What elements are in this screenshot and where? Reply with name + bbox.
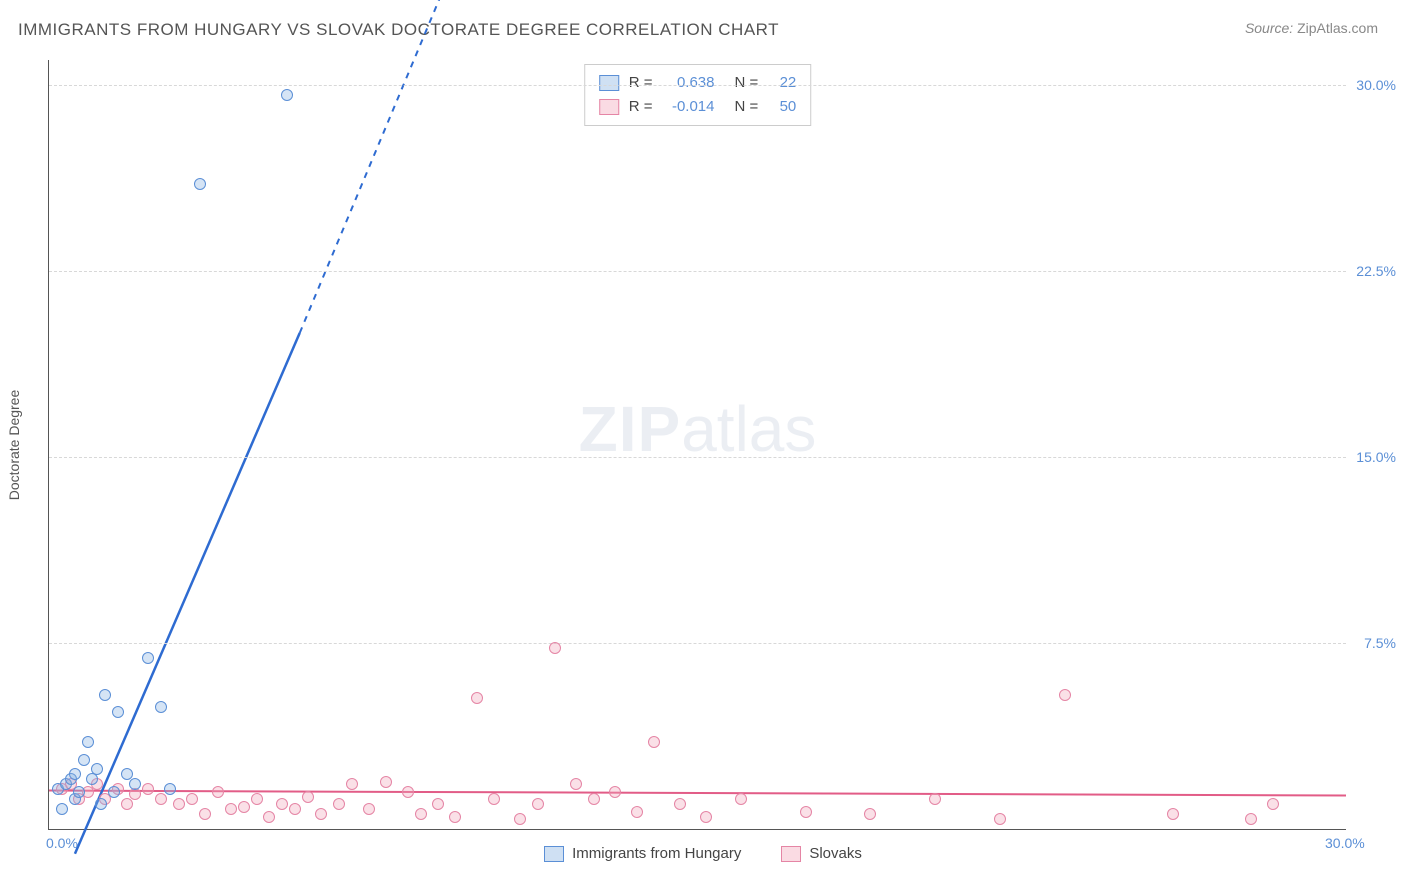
data-point-slovaks: [263, 811, 275, 823]
data-point-slovaks: [121, 798, 133, 810]
gridline: [49, 85, 1346, 86]
data-point-hungary: [56, 803, 68, 815]
series-legend-slovaks: Slovaks: [781, 845, 862, 862]
source-prefix: Source:: [1245, 20, 1297, 36]
legend-r-label: R =: [629, 71, 653, 95]
data-point-slovaks: [315, 808, 327, 820]
data-point-hungary: [155, 701, 167, 713]
source-name: ZipAtlas.com: [1297, 20, 1378, 36]
data-point-slovaks: [1167, 808, 1179, 820]
data-point-slovaks: [142, 783, 154, 795]
data-point-slovaks: [864, 808, 876, 820]
gridline: [49, 643, 1346, 644]
series-label-slovaks: Slovaks: [809, 845, 862, 862]
data-point-slovaks: [415, 808, 427, 820]
data-point-slovaks: [276, 798, 288, 810]
data-point-hungary: [69, 768, 81, 780]
legend-swatch-blue: [599, 75, 619, 91]
data-point-slovaks: [346, 778, 358, 790]
data-point-slovaks: [488, 793, 500, 805]
series-legend: Immigrants from Hungary Slovaks: [0, 845, 1406, 862]
data-point-slovaks: [929, 793, 941, 805]
watermark: ZIPatlas: [579, 392, 817, 466]
gridline: [49, 457, 1346, 458]
data-point-slovaks: [363, 803, 375, 815]
data-point-slovaks: [155, 793, 167, 805]
trend-lines-svg: [49, 60, 1346, 829]
data-point-hungary: [164, 783, 176, 795]
data-point-hungary: [129, 778, 141, 790]
plot-wrap: Doctorate Degree ZIPatlas R = 0.638 N = …: [48, 60, 1346, 830]
data-point-slovaks: [212, 786, 224, 798]
data-point-hungary: [142, 652, 154, 664]
y-axis-title: Doctorate Degree: [6, 390, 22, 501]
legend-r-value-hungary: 0.638: [663, 71, 715, 95]
data-point-slovaks: [471, 692, 483, 704]
data-point-slovaks: [674, 798, 686, 810]
legend-row-hungary: R = 0.638 N = 22: [599, 71, 797, 95]
data-point-hungary: [99, 689, 111, 701]
legend-n-label: N =: [735, 71, 759, 95]
y-tick-label: 22.5%: [1350, 263, 1396, 279]
data-point-hungary: [95, 798, 107, 810]
data-point-slovaks: [289, 803, 301, 815]
data-point-slovaks: [199, 808, 211, 820]
series-legend-hungary: Immigrants from Hungary: [544, 845, 741, 862]
data-point-slovaks: [186, 793, 198, 805]
gridline: [49, 271, 1346, 272]
data-point-slovaks: [648, 736, 660, 748]
data-point-slovaks: [1267, 798, 1279, 810]
data-point-slovaks: [532, 798, 544, 810]
y-tick-label: 30.0%: [1350, 77, 1396, 93]
source-attribution: Source: ZipAtlas.com: [1245, 20, 1378, 36]
data-point-slovaks: [800, 806, 812, 818]
legend-r-value-slovaks: -0.014: [663, 95, 715, 119]
data-point-slovaks: [432, 798, 444, 810]
legend-swatch-pink: [781, 846, 801, 862]
legend-row-slovaks: R = -0.014 N = 50: [599, 95, 797, 119]
data-point-slovaks: [225, 803, 237, 815]
data-point-slovaks: [302, 791, 314, 803]
data-point-slovaks: [588, 793, 600, 805]
data-point-slovaks: [1059, 689, 1071, 701]
legend-swatch-pink: [599, 99, 619, 115]
data-point-hungary: [78, 754, 90, 766]
legend-n-value-hungary: 22: [768, 71, 796, 95]
legend-n-value-slovaks: 50: [768, 95, 796, 119]
data-point-slovaks: [514, 813, 526, 825]
legend-n-label: N =: [735, 95, 759, 119]
y-tick-label: 7.5%: [1350, 635, 1396, 651]
legend-swatch-blue: [544, 846, 564, 862]
data-point-hungary: [112, 706, 124, 718]
data-point-hungary: [194, 178, 206, 190]
watermark-zip: ZIP: [579, 393, 682, 465]
y-tick-label: 15.0%: [1350, 449, 1396, 465]
data-point-slovaks: [238, 801, 250, 813]
data-point-hungary: [82, 736, 94, 748]
data-point-slovaks: [402, 786, 414, 798]
data-point-slovaks: [380, 776, 392, 788]
data-point-hungary: [108, 786, 120, 798]
data-point-slovaks: [609, 786, 621, 798]
data-point-slovaks: [735, 793, 747, 805]
data-point-hungary: [281, 89, 293, 101]
legend-r-label: R =: [629, 95, 653, 119]
data-point-slovaks: [549, 642, 561, 654]
series-label-hungary: Immigrants from Hungary: [572, 845, 741, 862]
data-point-slovaks: [994, 813, 1006, 825]
data-point-slovaks: [1245, 813, 1257, 825]
data-point-hungary: [73, 786, 85, 798]
data-point-slovaks: [333, 798, 345, 810]
data-point-slovaks: [173, 798, 185, 810]
watermark-atlas: atlas: [681, 393, 816, 465]
chart-title: IMMIGRANTS FROM HUNGARY VS SLOVAK DOCTOR…: [18, 20, 779, 40]
data-point-slovaks: [631, 806, 643, 818]
data-point-slovaks: [700, 811, 712, 823]
correlation-legend: R = 0.638 N = 22 R = -0.014 N = 50: [584, 64, 812, 126]
data-point-hungary: [91, 763, 103, 775]
plot-area: ZIPatlas R = 0.638 N = 22 R = -0.014 N =…: [48, 60, 1346, 830]
data-point-slovaks: [449, 811, 461, 823]
data-point-slovaks: [570, 778, 582, 790]
data-point-slovaks: [251, 793, 263, 805]
